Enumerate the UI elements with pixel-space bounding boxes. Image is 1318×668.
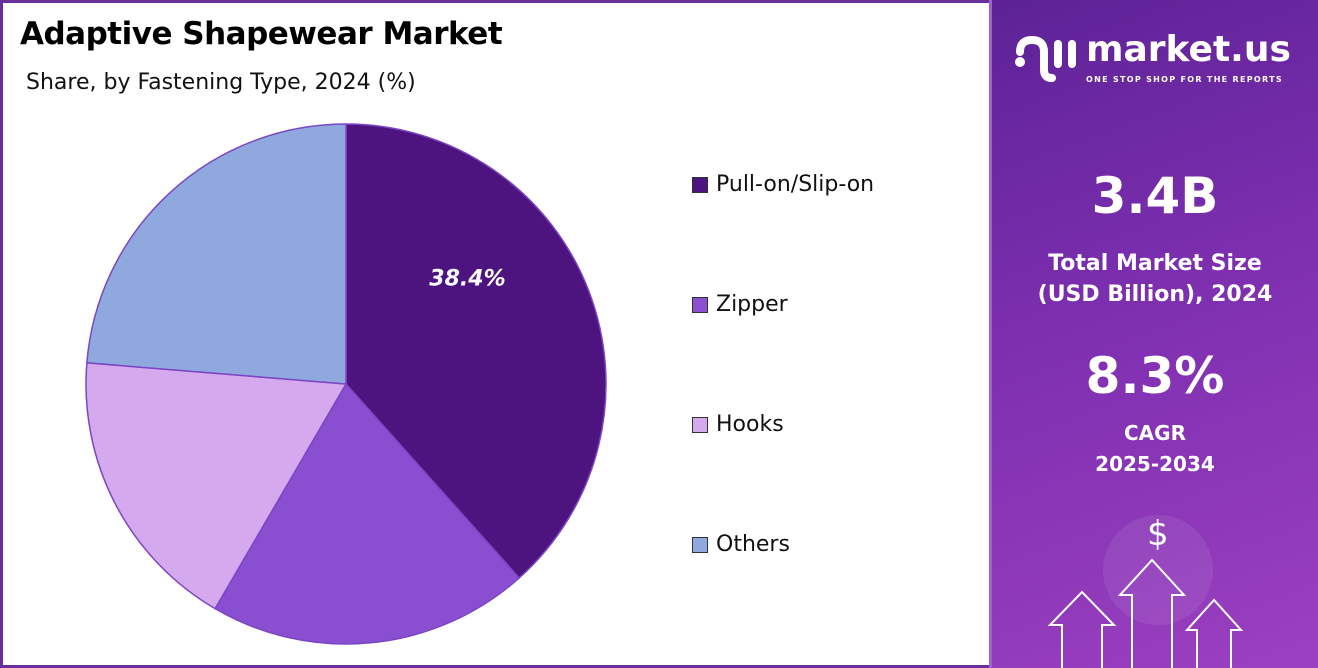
legend-item: Zipper	[692, 290, 788, 320]
legend-swatch	[692, 537, 708, 553]
pie-slice-hooks	[85, 361, 348, 610]
dollar-symbol: $	[1147, 514, 1169, 554]
legend-swatch	[692, 297, 708, 313]
pie-slice-zipper	[214, 382, 521, 645]
pie-slice-pull-on-slip-on	[345, 123, 607, 580]
growth-arrows-decoration: $	[992, 510, 1318, 668]
logo-tagline: ONE STOP SHOP FOR THE REPORTS	[1086, 75, 1283, 84]
legend-item: Pull-on/Slip-on	[692, 170, 874, 200]
legend-label: Pull-on/Slip-on	[716, 172, 875, 197]
pie-chart: 38.4%	[85, 123, 607, 645]
logo-name: market.us	[1086, 29, 1291, 70]
market-us-logo-icon	[1015, 35, 1076, 82]
legend-swatch	[692, 417, 708, 433]
legend-label: Zipper	[716, 292, 788, 317]
summary-panel: market.us ONE STOP SHOP FOR THE REPORTS …	[989, 0, 1318, 668]
legend-label: Hooks	[716, 412, 784, 437]
legend-item: Others	[692, 530, 790, 560]
logo: market.us ONE STOP SHOP FOR THE REPORTS	[1012, 28, 1291, 86]
pie-slice-others	[86, 123, 347, 385]
growth-arrows-icon	[1047, 515, 1244, 668]
chart-subtitle: Share, by Fastening Type, 2024 (%)	[26, 70, 416, 95]
legend-item: Hooks	[692, 410, 784, 440]
cagr-label-1: CAGR	[1124, 421, 1186, 445]
legend-label: Others	[716, 532, 790, 557]
cagr-label-2: 2025-2034	[1095, 452, 1215, 476]
data-label: 38.4%	[429, 267, 505, 292]
legend-swatch	[692, 177, 708, 193]
market-size-label-1: Total Market Size	[1048, 251, 1262, 276]
market-size-value: 3.4B	[1091, 167, 1219, 225]
cagr-value: 8.3%	[1085, 347, 1225, 405]
chart-title: Adaptive Shapewear Market	[20, 16, 503, 52]
market-size-label-2: (USD Billion), 2024	[1037, 282, 1273, 307]
